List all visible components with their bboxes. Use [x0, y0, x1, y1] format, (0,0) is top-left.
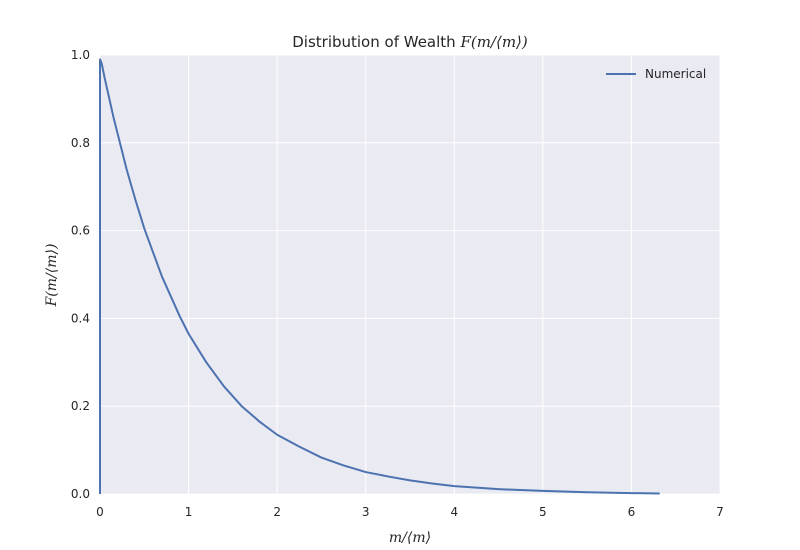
- plot-area: [100, 55, 720, 494]
- chart-title: Distribution of Wealth F(m/⟨m⟩): [292, 33, 528, 51]
- x-tick-label: 6: [628, 505, 636, 519]
- x-tick-label: 4: [450, 505, 458, 519]
- y-tick-label: 0.0: [71, 487, 90, 501]
- series-layer: [99, 58, 660, 495]
- y-tick-labels: 0.0 0.2 0.4 0.6 0.8 1.0: [71, 48, 90, 501]
- y-tick-label: 0.2: [71, 399, 90, 413]
- series-line: [99, 58, 660, 495]
- legend: Numerical: [606, 67, 706, 81]
- x-tick-label: 7: [716, 505, 724, 519]
- x-tick-label: 1: [185, 505, 193, 519]
- chart-title-prefix: Distribution of Wealth: [292, 33, 460, 51]
- y-tick-label: 1.0: [71, 48, 90, 62]
- x-tick-label: 3: [362, 505, 370, 519]
- x-tick-labels: 0 1 2 3 4 5 6 7: [96, 505, 724, 519]
- x-tick-label: 0: [96, 505, 104, 519]
- x-axis-label: m/⟨m⟩: [389, 530, 431, 546]
- x-tick-label: 2: [273, 505, 281, 519]
- chart-title-math: F(m/⟨m⟩): [459, 33, 527, 51]
- x-tick-label: 5: [539, 505, 547, 519]
- y-tick-label: 0.8: [71, 136, 90, 150]
- y-axis-label: F(m/⟨m⟩): [44, 244, 60, 308]
- grid: [99, 54, 721, 495]
- y-tick-label: 0.4: [71, 311, 90, 325]
- legend-label: Numerical: [645, 67, 706, 81]
- y-tick-label: 0.6: [71, 224, 90, 238]
